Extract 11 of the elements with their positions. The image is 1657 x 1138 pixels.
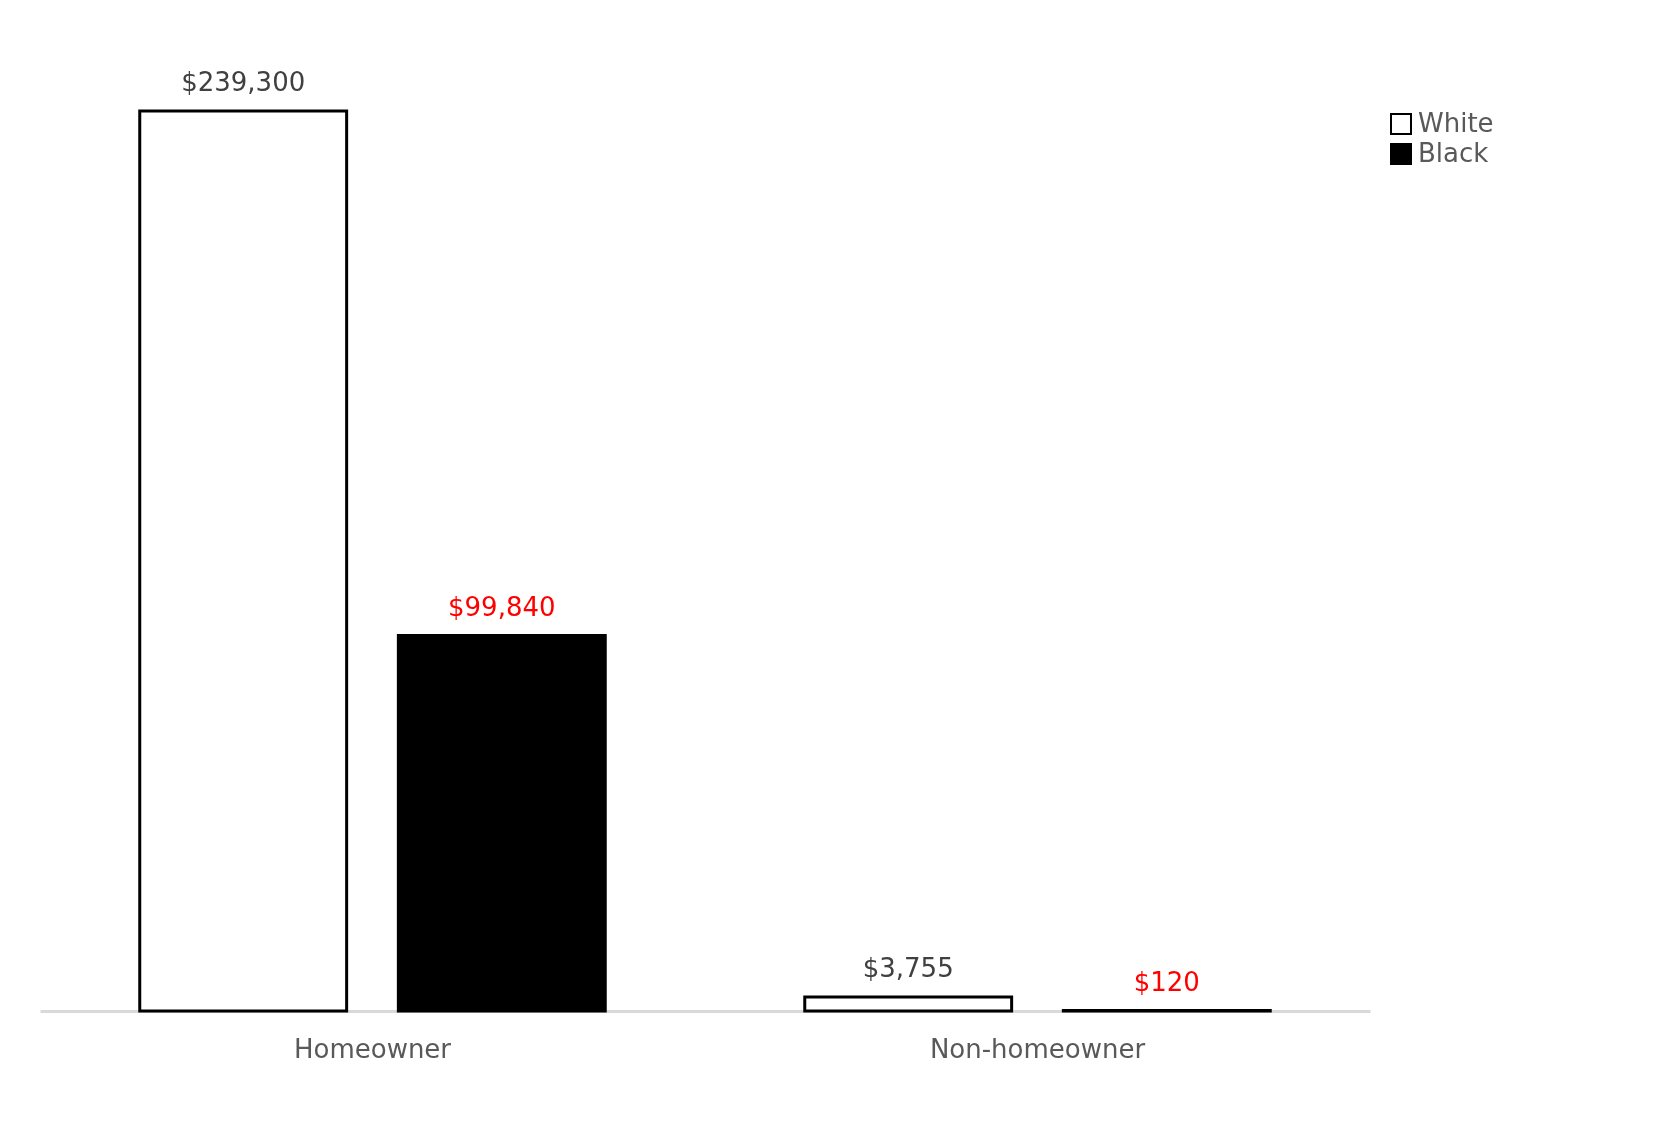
bar xyxy=(138,109,349,1013)
data-label: $120 xyxy=(1133,966,1200,997)
data-label: $3,755 xyxy=(862,952,954,983)
data-label: $239,300 xyxy=(181,67,306,97)
x-tick-label: Homeowner xyxy=(293,1033,452,1064)
legend-label: Black xyxy=(1418,138,1489,168)
data-label: $99,840 xyxy=(448,591,556,622)
bar xyxy=(803,995,1014,1013)
bar xyxy=(396,634,607,1013)
legend-label: White xyxy=(1418,108,1494,138)
x-tick-label: Non-homeowner xyxy=(929,1033,1146,1064)
